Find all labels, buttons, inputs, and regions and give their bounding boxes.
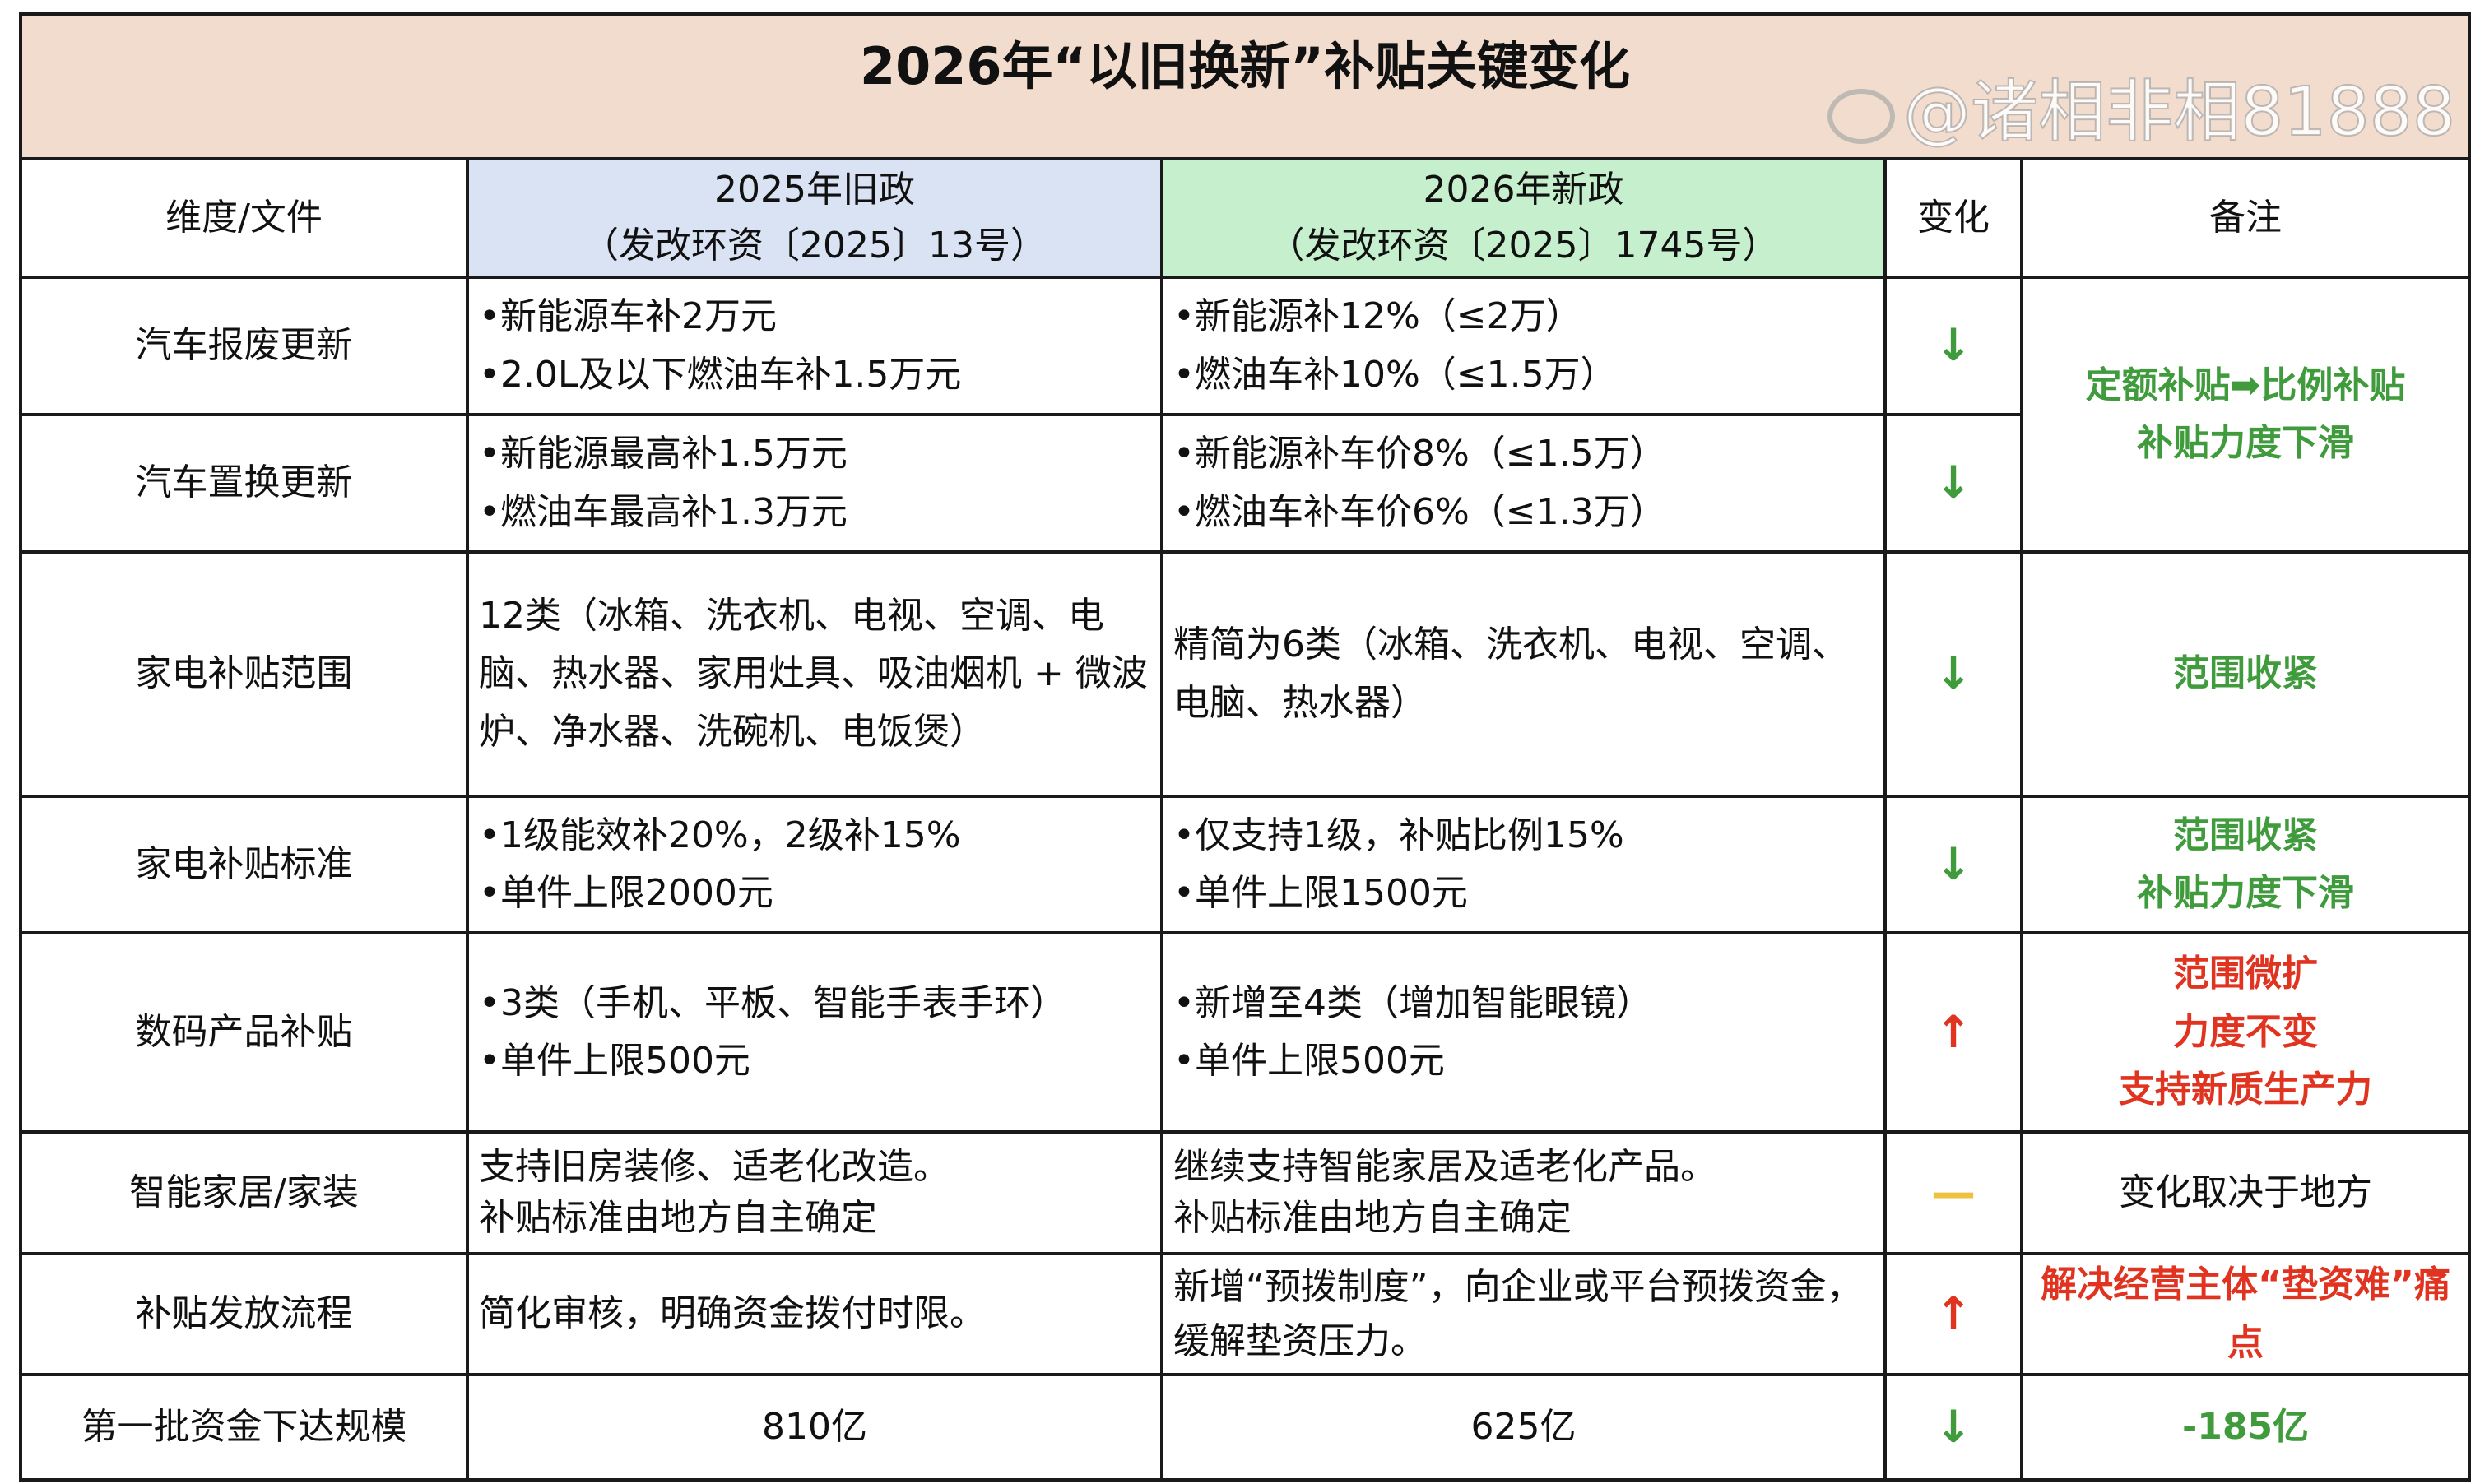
- new-cell: 625亿: [1160, 1373, 1887, 1482]
- dash-neutral-icon: —: [1883, 1130, 2023, 1255]
- old-line: 支持旧房装修、适老化改造。: [479, 1146, 950, 1189]
- old-cell: •3类（手机、平板、智能手表手环） •单件上限500元: [466, 931, 1163, 1134]
- new-line: •单件上限500元: [1173, 1040, 1445, 1082]
- old-line: •新能源最高补1.5万元: [479, 433, 848, 475]
- new-line: •燃油车补车价6%（≤1.3万）: [1173, 490, 1666, 533]
- new-cell: •仅支持1级，补贴比例15% •单件上限1500元: [1160, 795, 1887, 934]
- arrow-down-icon: ↓: [1883, 276, 2023, 416]
- row-note: -185亿: [2020, 1373, 2471, 1482]
- arrow-up-icon: ↑: [1883, 1252, 2023, 1376]
- old-cell: •新能源最高补1.5万元 •燃油车最高补1.3万元: [466, 413, 1163, 554]
- new-line: •新增至4类（增加智能眼镜）: [1173, 981, 1652, 1024]
- table-row: 补贴发放流程 简化审核，明确资金拨付时限。 新增“预拨制度”，向企业或平台预拨资…: [19, 1252, 2471, 1376]
- old-line: •单件上限500元: [479, 1040, 750, 1082]
- note-line: 补贴力度下滑: [2137, 422, 2354, 464]
- policy-comparison-table: 2026年“以旧换新”补贴关键变化 维度/文件 2025年旧政 （发改环资〔202…: [19, 12, 2471, 1482]
- row-note: 范围微扩力度不变支持新质生产力: [2020, 931, 2471, 1134]
- old-cell: 支持旧房装修、适老化改造。 补贴标准由地方自主确定: [466, 1130, 1163, 1255]
- old-line: •新能源车补2万元: [479, 295, 777, 338]
- arrow-down-icon: ↓: [1883, 413, 2023, 554]
- new-line: 补贴标准由地方自主确定: [1173, 1197, 1572, 1239]
- note-line: 定额补贴➡比例补贴: [2085, 364, 2406, 406]
- old-cell: 12类（冰箱、洗衣机、电视、空调、电脑、热水器、家用灶具、吸油烟机 + 微波炉、…: [466, 550, 1163, 798]
- note-line: 支持新质生产力: [2119, 1069, 2372, 1111]
- old-line: •燃油车最高补1.3万元: [479, 490, 848, 533]
- header-old-policy: 2025年旧政 （发改环资〔2025〕13号）: [466, 157, 1163, 279]
- row-dimension: 智能家居/家装: [19, 1130, 469, 1255]
- new-cell: •新能源补12%（≤2万） •燃油车补10%（≤1.5万）: [1160, 276, 1887, 416]
- header-old-line2: （发改环资〔2025〕13号）: [583, 225, 1047, 267]
- old-line: •1级能效补20%，2级补15%: [479, 814, 961, 856]
- weibo-logo-icon: [1827, 89, 1896, 145]
- row-note: 范围收紧补贴力度下滑: [2020, 795, 2471, 934]
- row-dimension: 汽车报废更新: [19, 276, 469, 416]
- table-row: 家电补贴范围 12类（冰箱、洗衣机、电视、空调、电脑、热水器、家用灶具、吸油烟机…: [19, 550, 2471, 798]
- row-note: 变化取决于地方: [2020, 1130, 2471, 1255]
- header-new-line1: 2026年新政: [1423, 168, 1624, 211]
- table-row: 第一批资金下达规模 810亿 625亿 ↓ -185亿: [19, 1373, 2471, 1482]
- header-old-line1: 2025年旧政: [714, 168, 915, 211]
- header-new-policy: 2026年新政 （发改环资〔2025〕1745号）: [1160, 157, 1887, 279]
- old-line: •3类（手机、平板、智能手表手环）: [479, 981, 1066, 1024]
- header-change: 变化: [1883, 157, 2023, 279]
- new-line: •新能源补12%（≤2万）: [1173, 295, 1582, 338]
- table-title: 2026年“以旧换新”补贴关键变化: [19, 12, 2471, 160]
- old-line: •单件上限2000元: [479, 872, 773, 914]
- row-dimension: 补贴发放流程: [19, 1252, 469, 1376]
- old-cell: •新能源车补2万元 •2.0L及以下燃油车补1.5万元: [466, 276, 1163, 416]
- new-line: •新能源补车价8%（≤1.5万）: [1173, 433, 1666, 475]
- old-cell: •1级能效补20%，2级补15% •单件上限2000元: [466, 795, 1163, 934]
- arrow-down-icon: ↓: [1883, 1373, 2023, 1482]
- row-note: 定额补贴➡比例补贴 补贴力度下滑: [2020, 276, 2471, 554]
- row-dimension: 数码产品补贴: [19, 931, 469, 1134]
- old-line: 补贴标准由地方自主确定: [479, 1197, 877, 1239]
- table-row: 汽车报废更新 •新能源车补2万元 •2.0L及以下燃油车补1.5万元 •新能源补1…: [19, 276, 2471, 554]
- header-note: 备注: [2020, 157, 2471, 279]
- old-cell: 简化审核，明确资金拨付时限。: [466, 1252, 1163, 1376]
- note-line: 范围微扩: [2173, 953, 2318, 995]
- row-dimension: 家电补贴标准: [19, 795, 469, 934]
- row-dimension: 汽车置换更新: [19, 413, 469, 554]
- row-dimension: 家电补贴范围: [19, 550, 469, 798]
- table-row: 家电补贴标准 •1级能效补20%，2级补15% •单件上限2000元 •仅支持1级…: [19, 795, 2471, 934]
- new-cell: 继续支持智能家居及适老化产品。 补贴标准由地方自主确定: [1160, 1130, 1887, 1255]
- old-cell: 810亿: [466, 1373, 1163, 1482]
- header-new-line2: （发改环资〔2025〕1745号）: [1268, 225, 1779, 267]
- table-row: 数码产品补贴 •3类（手机、平板、智能手表手环） •单件上限500元 •新增至4类…: [19, 931, 2471, 1134]
- table-row: 智能家居/家装 支持旧房装修、适老化改造。 补贴标准由地方自主确定 继续支持智能家…: [19, 1130, 2471, 1255]
- row-note: 范围收紧: [2020, 550, 2471, 798]
- new-line: •燃油车补10%（≤1.5万）: [1173, 353, 1617, 396]
- new-cell: •新能源补车价8%（≤1.5万） •燃油车补车价6%（≤1.3万）: [1160, 413, 1887, 554]
- new-cell: •新增至4类（增加智能眼镜） •单件上限500元: [1160, 931, 1887, 1134]
- new-cell: 新增“预拨制度”，向企业或平台预拨资金，缓解垫资压力。: [1160, 1252, 1887, 1376]
- table-row: 汽车置换更新 •新能源最高补1.5万元 •燃油车最高补1.3万元 •新能源补车价8…: [19, 413, 2469, 554]
- header-dimension: 维度/文件: [19, 157, 469, 279]
- new-line: 继续支持智能家居及适老化产品。: [1173, 1146, 1716, 1189]
- note-line: 力度不变: [2173, 1010, 2318, 1053]
- note-line: 范围收紧: [2173, 814, 2318, 856]
- arrow-down-icon: ↓: [1883, 795, 2023, 934]
- arrow-down-icon: ↓: [1883, 550, 2023, 798]
- watermark: @诸相非相81888: [1827, 78, 2456, 147]
- row-dimension: 第一批资金下达规模: [19, 1373, 469, 1482]
- arrow-up-icon: ↑: [1883, 931, 2023, 1134]
- old-line: •2.0L及以下燃油车补1.5万元: [479, 353, 962, 396]
- row-note: 解决经营主体“垫资难”痛点: [2020, 1252, 2471, 1376]
- new-line: •单件上限1500元: [1173, 872, 1468, 914]
- new-cell: 精简为6类（冰箱、洗衣机、电视、空调、电脑、热水器）: [1160, 550, 1887, 798]
- new-line: •仅支持1级，补贴比例15%: [1173, 814, 1624, 856]
- watermark-text: @诸相非相81888: [1902, 73, 2456, 151]
- note-line: 补贴力度下滑: [2137, 872, 2354, 914]
